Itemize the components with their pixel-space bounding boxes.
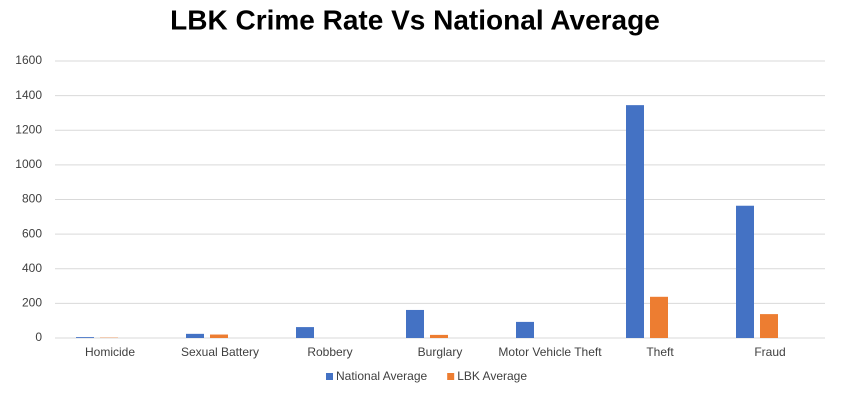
- bar: [430, 334, 448, 338]
- y-tick-label: 600: [22, 226, 42, 240]
- bar: [76, 337, 94, 338]
- y-tick-label: 400: [22, 261, 42, 275]
- legend-label: LBK Average: [457, 369, 527, 383]
- legend-swatch: [326, 373, 333, 380]
- y-tick-label: 1600: [15, 53, 42, 67]
- bar: [186, 333, 204, 338]
- bar: [736, 205, 754, 338]
- chart-title: LBK Crime Rate Vs National Average: [170, 4, 660, 35]
- x-tick-label: Burglary: [418, 345, 463, 359]
- y-tick-label: 1000: [15, 157, 42, 171]
- bar: [626, 105, 644, 338]
- bar: [516, 321, 534, 338]
- x-tick-label: Fraud: [754, 345, 785, 359]
- y-tick-label: 800: [22, 192, 42, 206]
- legend-swatch: [447, 373, 455, 380]
- bar: [406, 309, 424, 338]
- y-tick-label: 1400: [15, 88, 42, 102]
- y-tick-label: 1200: [15, 122, 42, 136]
- legend-label: National Average: [336, 369, 428, 383]
- bar: [650, 296, 668, 338]
- y-tick-label: 200: [22, 296, 42, 310]
- bar: [296, 327, 314, 338]
- bar: [760, 314, 778, 338]
- x-tick-label: Robbery: [307, 345, 352, 359]
- y-tick-label: 0: [35, 330, 42, 344]
- x-tick-label: Sexual Battery: [181, 345, 259, 359]
- x-tick-label: Theft: [646, 345, 674, 359]
- bar: [210, 334, 228, 338]
- x-tick-label: Homicide: [85, 345, 135, 359]
- x-tick-label: Motor Vehicle Theft: [498, 345, 602, 359]
